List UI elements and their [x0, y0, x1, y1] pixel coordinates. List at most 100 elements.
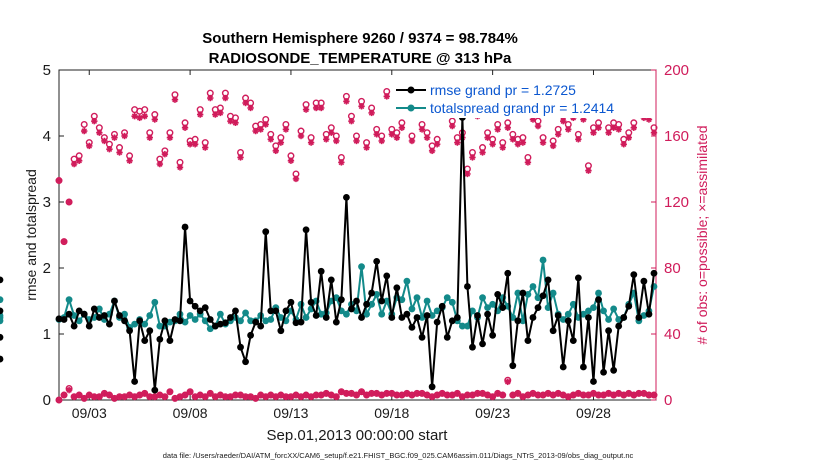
series-point-rmse: [645, 310, 653, 318]
series-point-rmse: [519, 289, 527, 297]
series-point-rmse: [327, 276, 335, 284]
series-point-rmse: [373, 258, 381, 265]
series-point-rmse: [534, 304, 542, 311]
obs-assimilated-marker: [358, 103, 365, 110]
obs-assimilated-marker: [101, 137, 108, 145]
obs-assimilated-marker: [549, 142, 557, 150]
series-point-rmse: [307, 298, 315, 306]
obs-assimilated-marker: [196, 111, 204, 118]
obs-assimilated-marker: [433, 141, 441, 148]
legend-label-rmse: rmse grand pr = 1.2725: [430, 82, 576, 98]
obs-assimilated-marker: [585, 167, 592, 174]
obs-bottom-assimilated-marker: [106, 391, 113, 399]
series-point-totalspread: [151, 298, 159, 306]
series-point-rmse: [413, 314, 421, 321]
obs-bottom-assimilated-marker: [212, 393, 219, 400]
obs-assimilated-marker: [171, 96, 179, 103]
obs-bottom-assimilated-marker: [186, 388, 194, 395]
obs-assimilated-marker: [126, 157, 133, 164]
obs-bottom-assimilated-marker: [166, 388, 174, 395]
series-point-totalspread: [146, 312, 154, 319]
series-point-totalspread: [131, 320, 139, 328]
obs-assimilated-marker: [232, 119, 239, 126]
obs-assimilated-marker: [388, 131, 395, 138]
series-point-totalspread: [378, 310, 386, 318]
series-point-totalspread: [433, 307, 441, 315]
series-point-rmse: [106, 320, 113, 328]
obs-bottom-assimilated-marker: [353, 391, 360, 399]
series-point-rmse: [322, 314, 330, 321]
obs-assimilated-marker: [317, 104, 325, 112]
series-point-rmse: [524, 337, 532, 344]
obs-assimilated-marker: [60, 238, 68, 245]
series-point-totalspread: [564, 310, 572, 318]
series-point-totalspread: [605, 316, 613, 323]
obs-assimilated-marker: [338, 159, 345, 166]
series-point-rmse: [136, 317, 144, 325]
series-point-rmse: [509, 362, 517, 370]
series-point-totalspread: [0, 296, 4, 304]
series-point-rmse: [428, 383, 436, 391]
obs-assimilated-marker: [590, 129, 597, 136]
obs-assimilated-marker: [267, 136, 274, 143]
obs-assimilated-marker: [650, 129, 658, 136]
obs-bottom-assimilated-marker: [141, 390, 148, 397]
obs-bottom-assimilated-marker: [413, 390, 421, 397]
series-point-rmse: [388, 314, 396, 321]
obs-assimilated-marker: [166, 134, 174, 141]
obs-bottom-assimilated-marker: [81, 395, 88, 402]
series-point-totalspread: [186, 312, 194, 319]
series-point-totalspread: [479, 294, 486, 302]
series-point-rmse: [368, 289, 376, 297]
series-point-rmse: [292, 319, 300, 327]
obs-bottom-assimilated-marker: [640, 390, 648, 397]
obs-assimilated-marker: [176, 164, 184, 171]
obs-assimilated-marker: [292, 175, 300, 183]
x-axis-label: Sep.01,2013 00:00:00 start: [267, 427, 449, 444]
series-point-totalspread: [191, 316, 199, 323]
obs-assimilated-marker: [620, 141, 627, 148]
obs-bottom-assimilated-marker: [403, 390, 411, 397]
series-point-rmse: [90, 305, 98, 313]
obs-assimilated-marker: [630, 124, 638, 131]
obs-assimilated-marker: [645, 116, 653, 123]
obs-assimilated-marker: [489, 141, 496, 148]
series-point-rmse: [151, 386, 159, 394]
y-left-tick-label: 3: [43, 194, 51, 211]
obs-assimilated-marker: [237, 154, 244, 161]
series-point-totalspread: [539, 256, 547, 264]
series-point-rmse: [640, 277, 648, 285]
obs-bottom-assimilated-marker: [398, 391, 406, 399]
series-point-rmse: [221, 319, 229, 327]
obs-assimilated-marker: [348, 117, 355, 125]
series-point-rmse: [453, 314, 461, 321]
series-point-rmse: [579, 363, 587, 371]
data-file-footer: data file: /Users/raeder/DAI/ATM_forcXX/…: [163, 451, 634, 460]
obs-bottom-assimilated-marker: [348, 390, 355, 397]
series-point-rmse: [403, 310, 411, 318]
series-point-rmse: [60, 316, 68, 323]
obs-assimilated-marker: [378, 137, 385, 145]
series-point-totalspread: [579, 310, 587, 318]
series-point-rmse: [585, 314, 592, 321]
series-point-rmse: [630, 271, 638, 278]
series-point-totalspread: [489, 300, 497, 308]
series-point-totalspread: [363, 310, 370, 318]
series-point-rmse: [0, 333, 4, 341]
obs-assimilated-marker: [247, 104, 254, 112]
obs-assimilated-marker: [191, 141, 199, 148]
series-point-rmse: [176, 317, 184, 325]
series-point-totalspread: [277, 314, 285, 321]
series-point-totalspread: [569, 300, 577, 308]
series-point-totalspread: [403, 277, 411, 285]
series-point-rmse: [393, 284, 401, 292]
obs-assimilated-marker: [136, 114, 143, 122]
series-point-rmse: [408, 324, 416, 331]
y-left-tick-label: 1: [43, 326, 51, 343]
obs-assimilated-marker: [181, 124, 189, 131]
series-point-totalspread: [237, 317, 244, 325]
series-point-totalspread: [549, 289, 557, 297]
x-tick-label: 09/13: [273, 405, 308, 421]
